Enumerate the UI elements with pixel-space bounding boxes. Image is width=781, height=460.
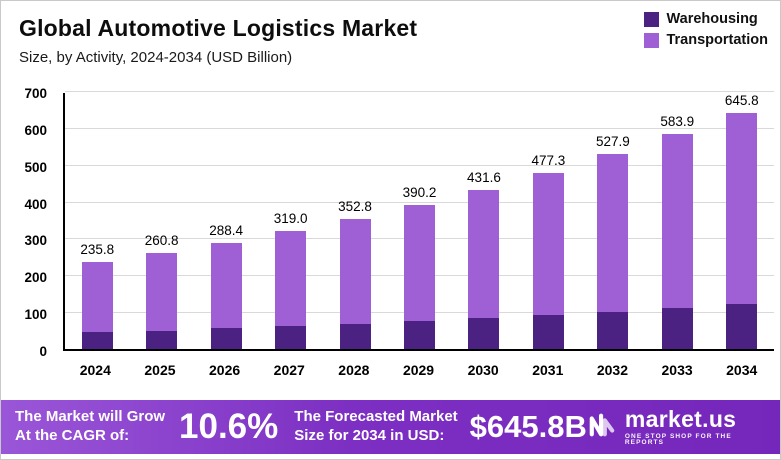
transportation-segment [210, 242, 242, 329]
banner-mid-line2: Size for 2034 in USD: [294, 427, 445, 444]
warehousing-segment [661, 308, 693, 349]
bar-total-label: 645.8 [724, 93, 759, 108]
legend-swatch-warehousing [644, 11, 660, 27]
warehousing-segment [597, 311, 629, 349]
transportation-segment [275, 231, 307, 327]
x-tick-label: 2034 [726, 362, 758, 378]
warehousing-segment [532, 315, 564, 349]
bar-total-label: 477.3 [531, 153, 566, 169]
transportation-segment [146, 252, 178, 331]
y-tick-label: 700 [24, 86, 47, 101]
bar-group-2026: 288.4 [194, 93, 258, 349]
bar-group-2027: 319.0 [258, 93, 322, 349]
y-tick-label: 0 [39, 344, 47, 359]
y-tick-label: 400 [24, 196, 47, 212]
forecast-value: $645.8B [469, 409, 587, 444]
banner-mid-text: The Forecasted Market Size for 2034 in U… [294, 408, 457, 446]
bar-total-label: 352.8 [338, 198, 372, 214]
y-tick-label: 200 [24, 270, 47, 286]
warehousing-segment [403, 321, 435, 349]
gridline [65, 91, 774, 92]
transportation-segment [726, 113, 758, 305]
legend-swatch-transportation [644, 32, 660, 48]
banner-left-line1: The Market will Grow [15, 408, 166, 426]
x-tick-label: 2030 [467, 362, 499, 378]
transportation-segment [403, 205, 435, 321]
x-tick-label: 2025 [144, 362, 176, 378]
bar-total-label: 260.8 [144, 232, 179, 248]
bar-group-2034: 645.8 [710, 93, 774, 349]
banner-left-line2: At the CAGR of: [15, 427, 130, 444]
gridline [65, 164, 774, 166]
transportation-segment [597, 154, 629, 312]
bar-total-label: 390.2 [402, 185, 437, 201]
bar-group-2024: 235.8 [65, 93, 129, 349]
warehousing-segment [275, 326, 307, 349]
bar-total-label: 583.9 [660, 113, 695, 129]
x-tick-label: 2027 [273, 362, 305, 378]
bar-total-label: 319.0 [273, 211, 308, 227]
banner-mid-line1: The Forecasted Market [294, 408, 458, 426]
transportation-segment [339, 218, 371, 324]
cagr-value: 10.6% [179, 407, 279, 446]
warehousing-segment [210, 328, 242, 349]
bar-group-2028: 352.8 [323, 93, 387, 349]
y-tick-label: 600 [24, 122, 47, 138]
warehousing-segment [726, 304, 758, 349]
bar-total-label: 288.4 [209, 222, 244, 238]
bar-group-2031: 477.3 [516, 93, 580, 349]
y-tick-label: 100 [24, 307, 47, 323]
bar-group-2030: 431.6 [452, 93, 516, 349]
x-tick-label: 2028 [338, 362, 370, 378]
chart-plot-area: 235.8 260.8 288.4 319.0 352.8 390.2 431.6 477.3… [63, 91, 774, 351]
bar-group-2032: 527.9 [581, 93, 645, 349]
x-tick-label: 2033 [661, 362, 693, 378]
bar-group-2029: 390.2 [387, 93, 451, 349]
transportation-segment [81, 262, 113, 333]
warehousing-segment [146, 330, 178, 349]
marketus-logo-icon [587, 412, 617, 443]
x-tick-label: 2032 [596, 362, 629, 378]
legend: Warehousing Transportation [644, 11, 768, 48]
bars-container: 235.8 260.8 288.4 319.0 352.8 390.2 431.6 477.3… [65, 93, 774, 349]
banner-left-text: The Market will Grow At the CAGR of: [15, 408, 165, 446]
x-axis: 2024 2025 2026 2027 2028 2029 2030 2031 2032 2033… [63, 353, 774, 378]
legend-label-transportation: Transportation [666, 32, 768, 48]
gridline [65, 127, 774, 129]
brand-name: market.us [624, 405, 737, 432]
bar-total-label: 527.9 [595, 134, 630, 150]
warehousing-segment [81, 332, 113, 349]
legend-label-warehousing: Warehousing [666, 11, 758, 27]
bar-total-label: 431.6 [467, 169, 501, 185]
legend-item-warehousing: Warehousing [644, 11, 768, 27]
bar-total-label: 235.8 [80, 242, 115, 258]
transportation-segment [532, 173, 564, 316]
x-tick-label: 2026 [209, 362, 241, 378]
x-tick-label: 2031 [532, 362, 564, 378]
chart-title: Global Automotive Logistics Market [19, 15, 418, 41]
warehousing-segment [468, 318, 500, 349]
brand-tagline: ONE STOP SHOP FOR THE REPORTS [624, 432, 732, 446]
chart-subtitle: Size, by Activity, 2024-2034 (USD Billio… [19, 49, 293, 66]
legend-item-transportation: Transportation [644, 32, 768, 48]
warehousing-segment [339, 323, 371, 349]
bar-group-2025: 260.8 [129, 93, 193, 349]
gridline [65, 201, 774, 203]
transportation-segment [468, 189, 500, 319]
bar-group-2033: 583.9 [645, 93, 709, 349]
brand-block: market.us ONE STOP SHOP FOR THE REPORTS [587, 405, 768, 447]
y-axis: 0 100 200 300 400 500 600 700 [1, 86, 55, 359]
y-tick-label: 300 [24, 233, 47, 249]
x-tick-label: 2029 [402, 362, 435, 378]
footer-banner: The Market will Grow At the CAGR of: 10.… [1, 400, 780, 454]
x-tick-label: 2024 [79, 362, 111, 378]
y-tick-label: 500 [24, 159, 47, 175]
transportation-segment [661, 133, 693, 309]
